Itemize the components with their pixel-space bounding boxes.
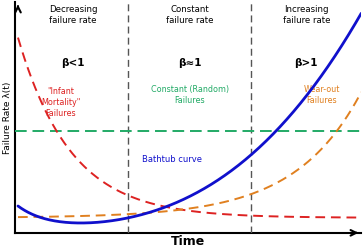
Text: Constant
failure rate: Constant failure rate [166,5,213,25]
X-axis label: Time: Time [171,234,205,247]
Text: β≈1: β≈1 [178,58,201,68]
Text: β>1: β>1 [294,58,318,68]
Text: Increasing
failure rate: Increasing failure rate [282,5,330,25]
Text: Wear-out
Failures: Wear-out Failures [304,85,340,105]
Text: Bathtub curve: Bathtub curve [142,155,202,164]
Text: "Infant
Mortality"
Failures: "Infant Mortality" Failures [41,86,80,117]
Text: β<1: β<1 [61,58,85,68]
Text: Constant (Random)
Failures: Constant (Random) Failures [151,85,229,105]
Y-axis label: Failure Rate λ(t): Failure Rate λ(t) [3,82,12,154]
Text: Decreasing
failure rate: Decreasing failure rate [49,5,97,25]
